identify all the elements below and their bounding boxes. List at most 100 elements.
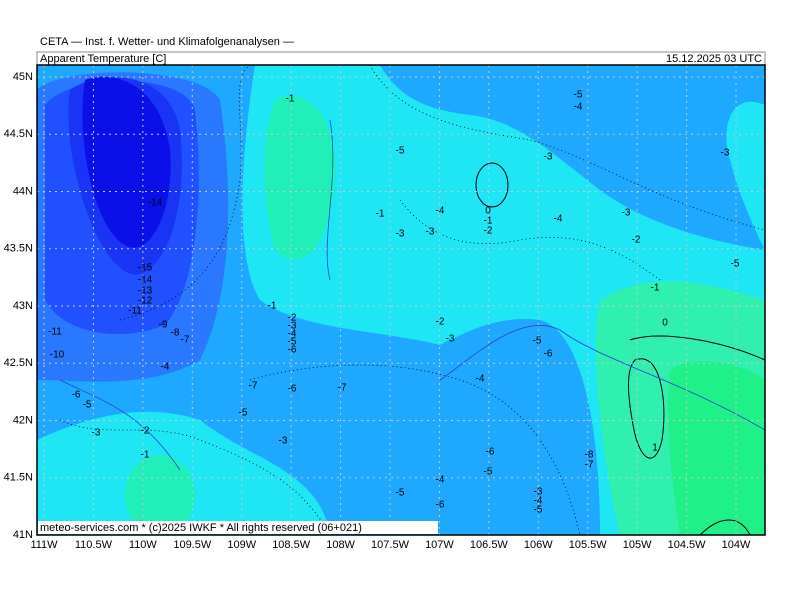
contour-label: -4 — [436, 206, 445, 217]
contour-label: -6 — [72, 390, 81, 401]
lon-label: 107.5W — [371, 539, 410, 551]
contour-label: -5 — [731, 259, 740, 270]
lat-label: 45N — [13, 71, 33, 83]
contour-label: -3 — [288, 321, 297, 332]
contour-label: -3 — [446, 334, 455, 345]
lat-label: 43.5N — [4, 243, 33, 255]
contour-label: -15 — [138, 263, 153, 274]
contour-label: -4 — [476, 374, 485, 385]
footer-bar — [38, 521, 438, 534]
contour-label: -12 — [138, 296, 153, 307]
contour-label: -5 — [534, 505, 543, 516]
lat-label: 44N — [13, 185, 33, 197]
contour-label: -1 — [268, 301, 277, 312]
contour-label: -5 — [396, 488, 405, 499]
temperature-band — [668, 361, 765, 535]
contour-label: -14 — [138, 275, 153, 286]
graticule — [37, 65, 765, 535]
map-area: -1 -5-4-5-3 -3-14-1 -4 0-1-2-4-3-3 -3-2-5-15-… — [37, 65, 765, 535]
contour-label: -3 — [544, 152, 553, 163]
contour-label: -6 — [486, 447, 495, 458]
contour-label: -5 — [288, 337, 297, 348]
lon-label: 110.5W — [75, 539, 113, 551]
contour-label: -6 — [436, 500, 445, 511]
lat-label: 42N — [13, 414, 33, 426]
valid-time: 15.12.2025 03 UTC — [666, 53, 762, 65]
contour-label: -3 — [622, 208, 631, 219]
contour-label: -5 — [239, 408, 248, 419]
contour-labels: -1 -5-4-5-3 -3-14-1 -4 0-1-2-4-3-3 -3-2-5-15-… — [48, 90, 740, 516]
contour-label: -11 — [128, 306, 142, 317]
lat-label: 41.5N — [4, 472, 33, 484]
contour-label: -5 — [83, 400, 92, 411]
lon-label: 106.5W — [470, 539, 509, 551]
contour-label: -1 — [651, 283, 660, 294]
parameter-title: Apparent Temperature [C] — [40, 53, 166, 65]
temperature-band — [264, 95, 336, 260]
contour-label: -4 — [554, 214, 563, 225]
contour-label: -1 — [286, 94, 295, 105]
temperature-band — [380, 65, 765, 250]
lon-label: 108.5W — [272, 539, 311, 551]
contour-label: -3 — [279, 436, 288, 447]
contour-label: -6 — [288, 384, 297, 395]
lon-label: 107W — [425, 539, 454, 551]
contour-label: -1 — [141, 450, 150, 461]
contour-label: -9 — [159, 320, 168, 331]
contour-label: -6 — [544, 349, 553, 360]
map-frame — [36, 64, 766, 536]
contour-label: -8 — [171, 328, 180, 339]
lon-label: 104.5W — [668, 539, 707, 551]
contour-label: -7 — [249, 381, 258, 392]
isotherms-solid — [475, 162, 765, 535]
lon-label: 108W — [326, 539, 355, 551]
lon-label: 109W — [227, 539, 256, 551]
institute-title: CETA — Inst. f. Wetter- und Klimafolgena… — [40, 36, 294, 48]
lon-label: 109.5W — [173, 539, 212, 551]
contour-label: 1 — [652, 443, 658, 454]
contour-label: -7 — [585, 460, 594, 471]
contour-label: -4 — [288, 329, 297, 340]
contour-label: -3 — [534, 487, 543, 498]
contour-label: -7 — [181, 335, 190, 346]
contour-label: -6 — [288, 345, 297, 356]
temperature-band — [82, 76, 171, 248]
contour-label: -4 — [436, 475, 445, 486]
contour-label: 0 — [662, 318, 668, 329]
lon-label: 104W — [722, 539, 751, 551]
copyright: meteo-services.com * (c)2025 IWKF * All … — [40, 522, 362, 534]
contour-label: -3 — [426, 227, 435, 238]
contour-label: -3 — [92, 428, 101, 439]
contour-label: -11 — [48, 327, 62, 338]
lat-label: 42.5N — [4, 357, 33, 369]
contour-label: -14 — [148, 198, 163, 209]
lon-label: 106W — [524, 539, 553, 551]
contour-label: -5 — [396, 146, 405, 157]
contour-label: -10 — [50, 350, 65, 361]
rivers — [59, 119, 765, 471]
contour-label: -2 — [141, 426, 150, 437]
contour-label: -3 — [396, 229, 405, 240]
contour-label: -3 — [721, 148, 730, 159]
contour-label: -2 — [632, 235, 641, 246]
contour-label: -1 — [484, 216, 493, 227]
contour-label: -5 — [574, 90, 583, 101]
contour-label: -2 — [436, 317, 445, 328]
lat-label: 43N — [13, 300, 33, 312]
contour-label: -13 — [138, 286, 153, 297]
lat-label: 44.5N — [4, 128, 33, 140]
contour-label: -7 — [338, 383, 347, 394]
lon-label: 110W — [129, 539, 158, 551]
contour-label: -4 — [161, 362, 170, 373]
lon-label: 111W — [30, 539, 58, 551]
contour-label: -5 — [484, 467, 493, 478]
contour-label: -2 — [484, 226, 493, 237]
contour-label: -2 — [288, 313, 297, 324]
contour-label: 0 — [485, 206, 491, 217]
contour-label: -5 — [533, 336, 542, 347]
lon-label: 105W — [623, 539, 652, 551]
contour-label: -1 — [376, 209, 385, 220]
contour-label: -8 — [585, 450, 594, 461]
